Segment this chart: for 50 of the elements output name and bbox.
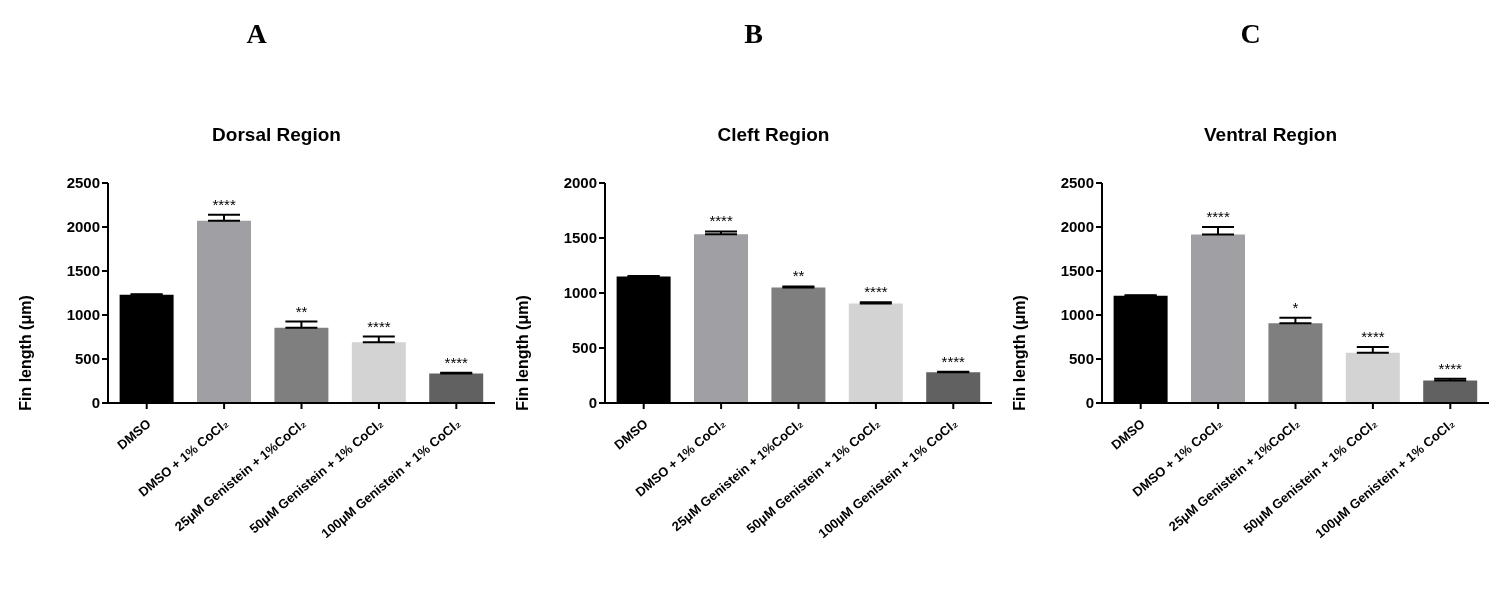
y-tick-label: 1500 [563, 229, 597, 247]
annotation: **** [1361, 328, 1385, 346]
bar [429, 373, 484, 403]
y-tick-label: 0 [588, 394, 597, 412]
bar [771, 287, 826, 403]
bar [1191, 234, 1246, 403]
y-tick-label: 2500 [66, 174, 100, 192]
annotation: **** [864, 283, 888, 301]
annotation: ** [295, 302, 308, 320]
bar [274, 327, 329, 403]
y-tick-label: 1000 [66, 306, 100, 324]
text: C [1239, 18, 1262, 50]
y-axis-title: Fin length (μm) [1010, 295, 1028, 411]
text: A [245, 18, 268, 50]
annotation: **** [1206, 208, 1230, 225]
annotation: **** [444, 353, 469, 371]
y-tick-label: 500 [74, 350, 100, 368]
y-tick-label: 1000 [563, 284, 597, 302]
annotation: **** [709, 212, 733, 230]
y-tick-label: 1500 [66, 262, 100, 280]
annotation: **** [367, 317, 391, 335]
annotation: ** [792, 267, 805, 285]
y-tick-label: 2500 [1060, 174, 1094, 192]
chart-title: Ventral Region [1203, 124, 1338, 146]
bar [848, 303, 903, 403]
annotation: **** [941, 352, 966, 370]
y-tick-label: 0 [91, 394, 100, 412]
bar [197, 220, 252, 403]
y-tick-label: 500 [1068, 350, 1094, 368]
annotation: * [1292, 298, 1299, 316]
bar [926, 372, 981, 403]
bar [1423, 380, 1478, 403]
y-tick-label: 1500 [1060, 262, 1094, 280]
y-axis-title: Fin length (μm) [513, 295, 531, 411]
annotation: **** [1438, 359, 1463, 377]
chart-title: Dorsal Region [211, 124, 342, 146]
y-axis-title: Fin length (μm) [16, 295, 34, 411]
bar [1345, 352, 1400, 403]
y-tick-label: 1000 [1060, 306, 1094, 324]
bar [351, 342, 406, 403]
y-tick-label: 0 [1085, 394, 1094, 412]
annotation: **** [212, 195, 236, 213]
y-tick-label: 500 [571, 339, 597, 357]
chart-title: Cleft Region [716, 124, 831, 146]
y-tick-label: 2000 [1060, 218, 1094, 236]
y-tick-label: 2000 [66, 218, 100, 236]
text: B [743, 18, 764, 50]
y-tick-label: 2000 [563, 174, 597, 192]
bar [694, 234, 749, 403]
bar [1268, 323, 1323, 403]
